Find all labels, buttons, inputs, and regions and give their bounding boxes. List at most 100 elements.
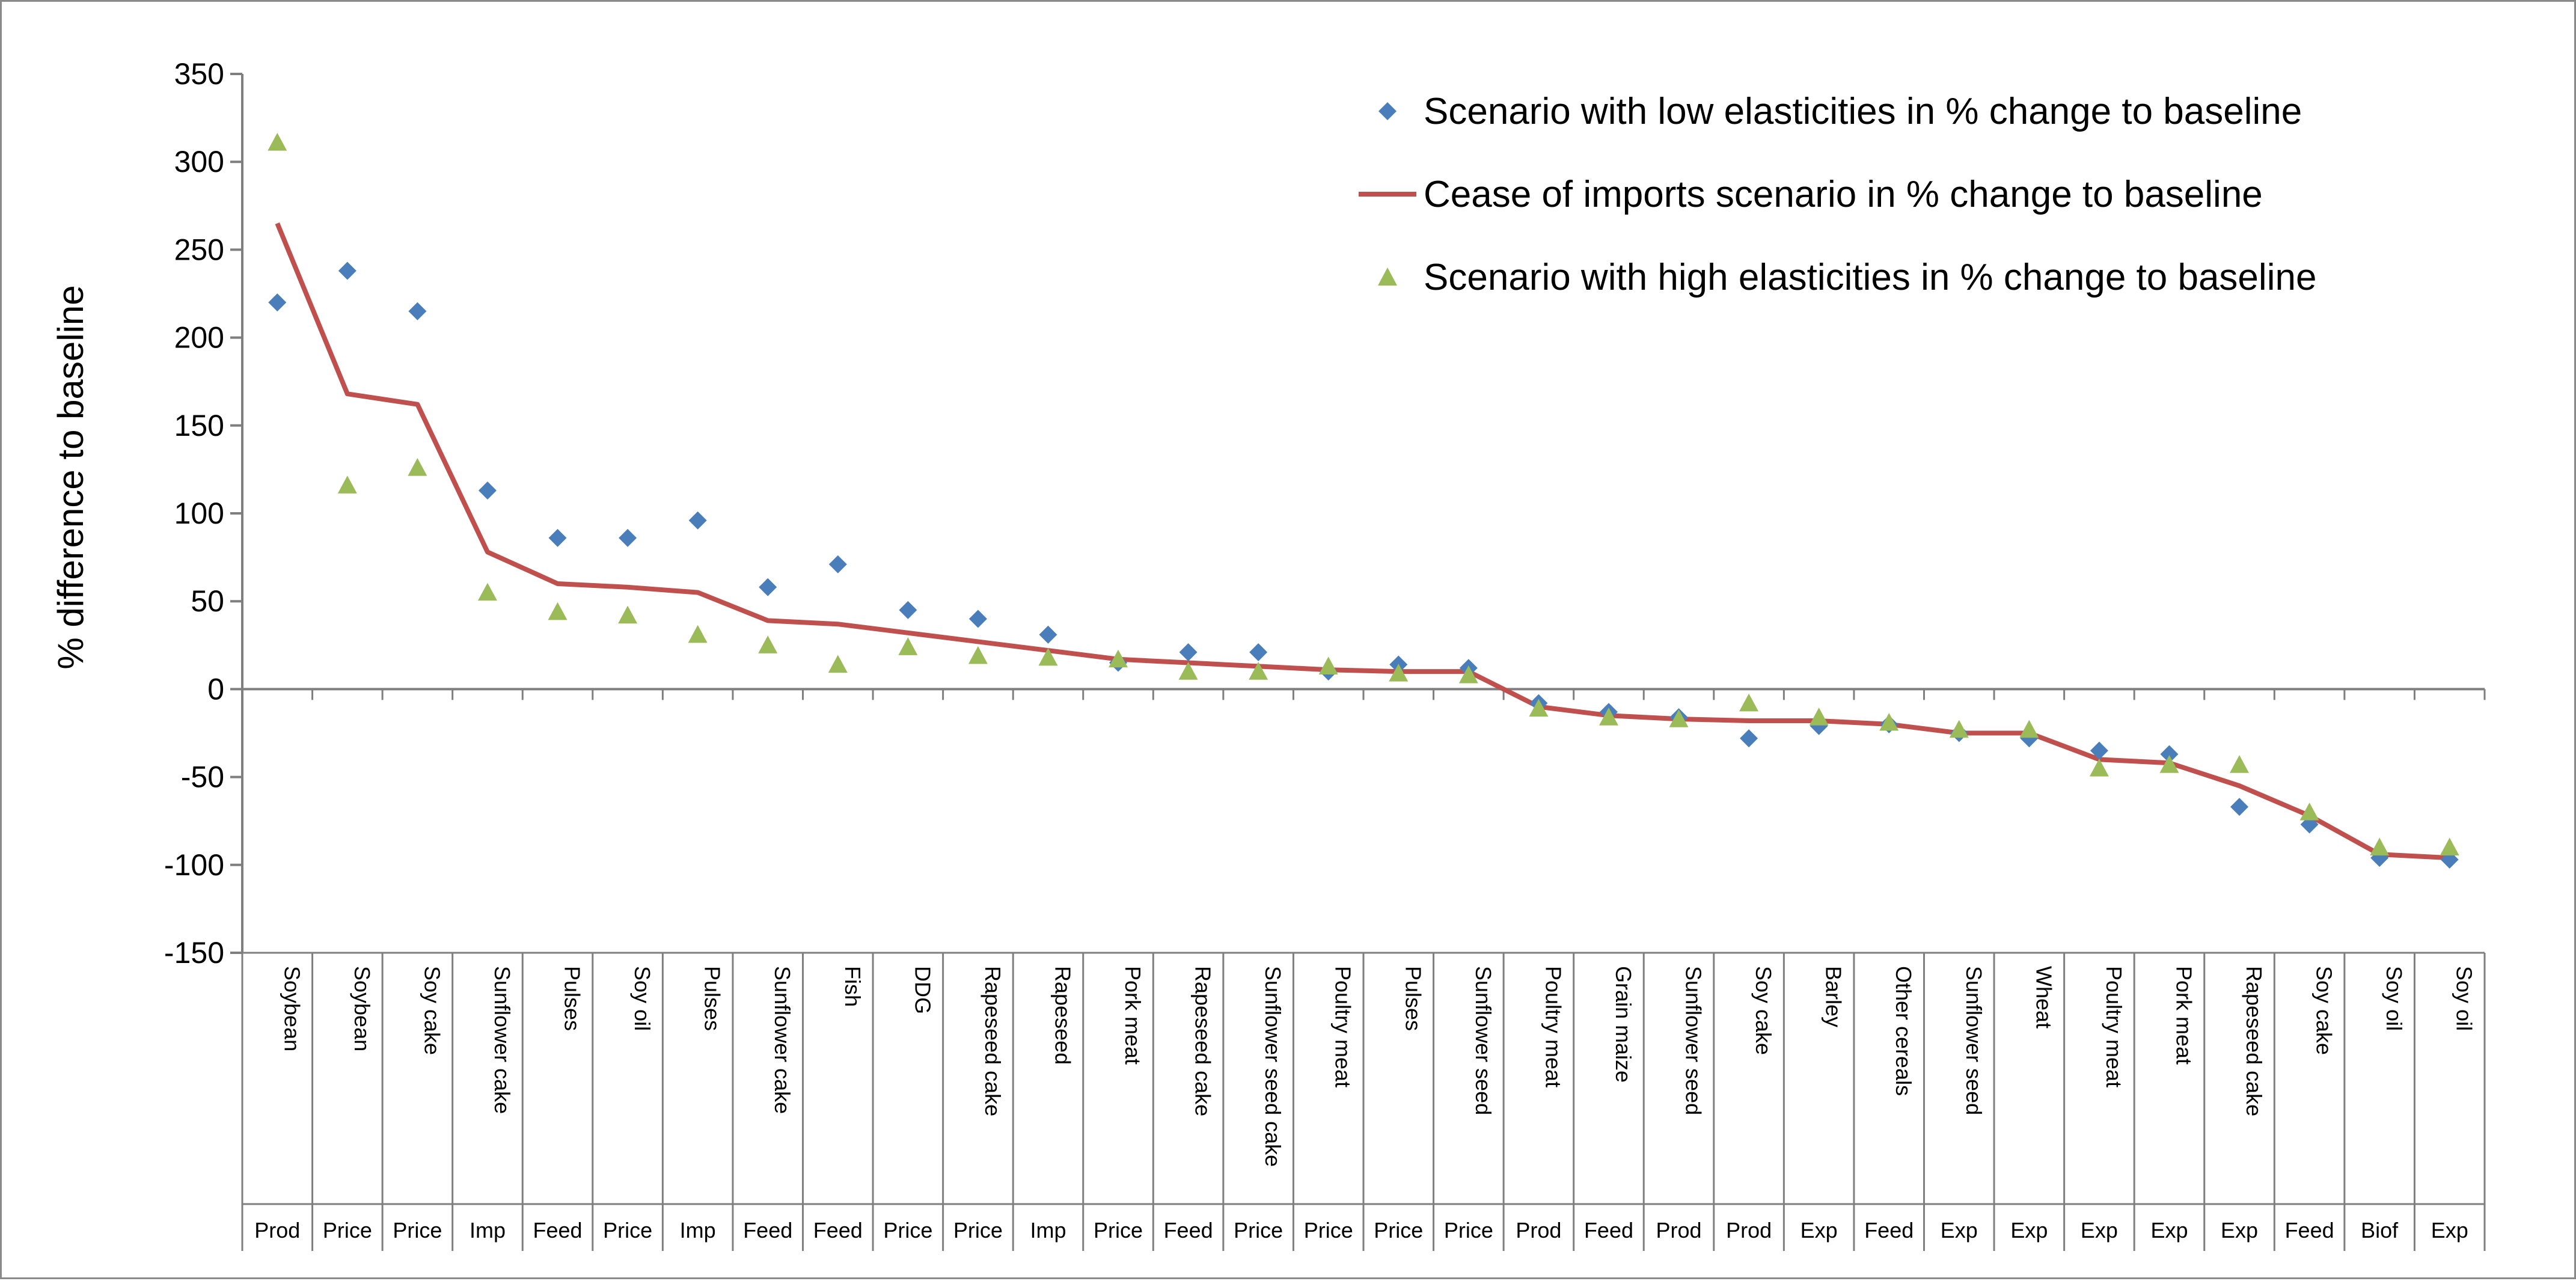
high-elasticity-point bbox=[1739, 693, 1759, 712]
x-group-label: Exp bbox=[1941, 1218, 1978, 1243]
x-group-label: Price bbox=[603, 1218, 652, 1243]
x-category-label: Rapeseed bbox=[1050, 966, 1075, 1065]
x-category-label: Poultry meat bbox=[1541, 966, 1565, 1087]
low-elasticity-point bbox=[408, 302, 427, 320]
y-axis-label: % difference to baseline bbox=[50, 285, 91, 669]
x-group-label: Price bbox=[1444, 1218, 1493, 1243]
high-elasticity-point bbox=[2299, 803, 2319, 821]
x-group-label: Exp bbox=[2010, 1218, 2048, 1243]
x-category-label: Soy cake bbox=[1751, 966, 1776, 1055]
x-category-label: Soybean bbox=[280, 966, 304, 1051]
high-elasticity-point bbox=[548, 602, 568, 620]
high-elasticity-point bbox=[1669, 709, 1689, 727]
y-tick-label: 200 bbox=[174, 321, 224, 355]
low-elasticity-point bbox=[968, 610, 987, 628]
high-elasticity-point bbox=[1529, 699, 1549, 717]
x-group-label: Biof bbox=[2361, 1218, 2399, 1243]
high-elasticity-point bbox=[1249, 662, 1268, 680]
x-category-label: Poultry meat bbox=[2102, 966, 2126, 1087]
x-category-label: Wheat bbox=[2031, 966, 2056, 1029]
x-category-label: Sunflower seed bbox=[1471, 966, 1496, 1115]
x-group-label: Prod bbox=[1516, 1218, 1561, 1243]
low-elasticity-point bbox=[338, 261, 356, 280]
series-line bbox=[275, 222, 2450, 861]
high-elasticity-point bbox=[1178, 662, 1198, 680]
high-elasticity-point bbox=[1879, 712, 1899, 731]
x-group-label: Exp bbox=[2081, 1218, 2118, 1243]
x-category-label: Soybean bbox=[350, 966, 375, 1051]
legend-triangle-marker bbox=[1378, 268, 1397, 286]
low-elasticity-point bbox=[1039, 625, 1057, 644]
x-group-label: Price bbox=[1374, 1218, 1423, 1243]
x-group-label: Prod bbox=[254, 1218, 300, 1243]
x-group-label: Feed bbox=[2285, 1218, 2334, 1243]
series-high-markers bbox=[268, 133, 2459, 856]
high-elasticity-point bbox=[968, 646, 988, 664]
high-elasticity-point bbox=[1109, 649, 1128, 668]
low-elasticity-point bbox=[268, 293, 287, 312]
low-elasticity-point bbox=[1740, 729, 1758, 748]
low-elasticity-point bbox=[478, 481, 497, 500]
low-elasticity-point bbox=[828, 555, 847, 573]
y-tick-label: 50 bbox=[191, 584, 224, 618]
high-elasticity-point bbox=[898, 637, 918, 655]
x-group-label: Price bbox=[1304, 1218, 1353, 1243]
x-category-label: Pulses bbox=[560, 966, 585, 1031]
x-group-label: Price bbox=[393, 1218, 442, 1243]
x-category-label: Sunflower cake bbox=[490, 966, 515, 1114]
x-group-label: Prod bbox=[1726, 1218, 1772, 1243]
series-low-markers bbox=[268, 261, 2459, 869]
x-category-label: Soy cake bbox=[420, 966, 444, 1055]
high-elasticity-point bbox=[337, 475, 357, 494]
x-category-label: Sunflower seed bbox=[1962, 966, 1986, 1115]
x-group-label: Price bbox=[953, 1218, 1003, 1243]
low-elasticity-point bbox=[2090, 741, 2108, 760]
x-category-label: Grain maize bbox=[1611, 966, 1636, 1083]
low-elasticity-point bbox=[688, 511, 707, 530]
low-elasticity-point bbox=[899, 601, 917, 619]
high-elasticity-point bbox=[1809, 708, 1829, 726]
x-category-label: Soy oil bbox=[2382, 966, 2406, 1031]
high-elasticity-point bbox=[477, 582, 497, 601]
x-group-label: Exp bbox=[2150, 1218, 2188, 1243]
x-category-label: Barley bbox=[1822, 966, 1846, 1027]
x-category-label: Poultry meat bbox=[1331, 966, 1356, 1087]
x-group-label: Price bbox=[1234, 1218, 1283, 1243]
high-elasticity-point bbox=[1949, 720, 1969, 738]
x-group-label: Feed bbox=[1584, 1218, 1633, 1243]
x-group-label: Imp bbox=[680, 1218, 716, 1243]
x-group-label: Feed bbox=[743, 1218, 792, 1243]
x-category-label: Fish bbox=[840, 966, 865, 1007]
legend-label: Scenario with low elasticities in % chan… bbox=[1424, 91, 2302, 132]
high-elasticity-point bbox=[758, 635, 778, 653]
y-tick-label: 250 bbox=[174, 233, 224, 266]
high-elasticity-point bbox=[2230, 755, 2250, 773]
x-category-label: Other cereals bbox=[1891, 966, 1916, 1096]
x-group-label: Feed bbox=[533, 1218, 583, 1243]
high-elasticity-point bbox=[1318, 656, 1338, 674]
x-group-label: Exp bbox=[2431, 1218, 2468, 1243]
x-group-label: Price bbox=[1094, 1218, 1143, 1243]
legend: Scenario with low elasticities in % chan… bbox=[1359, 91, 2316, 298]
low-elasticity-point bbox=[548, 528, 567, 547]
low-elasticity-point bbox=[1249, 643, 1268, 661]
x-group-label: Exp bbox=[2221, 1218, 2258, 1243]
x-group-label: Price bbox=[323, 1218, 372, 1243]
y-tick-label: -100 bbox=[164, 848, 224, 882]
y-tick-label: 0 bbox=[207, 672, 224, 706]
low-elasticity-point bbox=[2230, 798, 2249, 816]
low-elasticity-point bbox=[2160, 745, 2179, 763]
x-category-label: Soy oil bbox=[2452, 966, 2477, 1031]
high-elasticity-point bbox=[2089, 758, 2109, 777]
x-category-label: Rapeseed cake bbox=[2242, 966, 2266, 1116]
x-category-label: Sunflower seed bbox=[1681, 966, 1706, 1115]
x-category-label: Soy oil bbox=[630, 966, 655, 1031]
high-elasticity-point bbox=[268, 133, 287, 151]
y-tick-label: 100 bbox=[174, 497, 224, 530]
high-elasticity-point bbox=[1389, 664, 1409, 682]
high-elasticity-point bbox=[828, 655, 848, 673]
x-category-label: Pulses bbox=[1401, 966, 1425, 1031]
x-category-label: Sunflower seed cake bbox=[1261, 966, 1285, 1167]
y-tick-labels: 350 300 250 200 150 100 50 0 -50 -100 -150 bbox=[164, 57, 224, 970]
high-elasticity-point bbox=[1599, 708, 1618, 726]
